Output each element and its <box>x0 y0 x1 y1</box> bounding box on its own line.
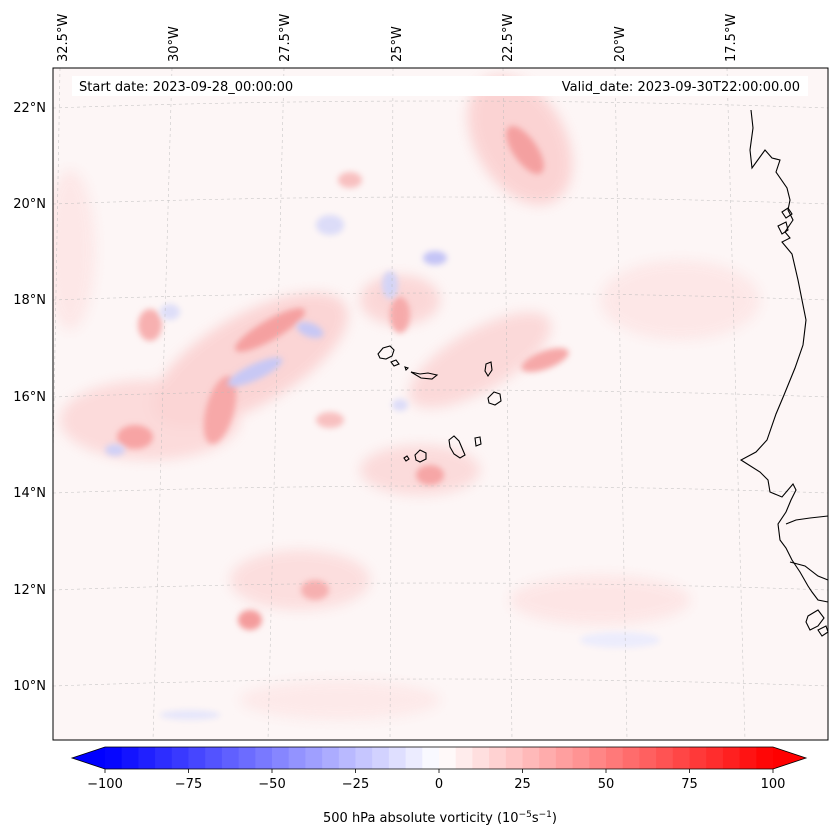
colorbar-segment <box>622 747 640 769</box>
colorbar-segment <box>756 747 774 769</box>
colorbar-segment <box>539 747 557 769</box>
colorbar-segment <box>505 747 523 769</box>
colorbar-min-extend-arrow <box>72 747 105 769</box>
colorbar-segment <box>639 747 657 769</box>
lat-label: 14°N <box>13 486 46 501</box>
lon-label: 22.5°W <box>501 14 516 62</box>
colorbar-segment <box>255 747 273 769</box>
colorbar-segment <box>656 747 674 769</box>
colorbar-segment <box>205 747 223 769</box>
colorbar-ticks: −100 −75 −50 −25 0 25 50 75 100 <box>87 769 785 792</box>
island-boa-vista <box>487 391 502 406</box>
valid-date-label: Valid_date: 2023-09-30T22:00:00.00 <box>562 80 800 95</box>
colorbar-segments <box>105 747 774 769</box>
colorbar: −100 −75 −50 −25 0 25 50 75 100 500 hPa absolute… <box>70 746 808 826</box>
island-santiago <box>448 435 466 459</box>
colorbar-segment <box>238 747 256 769</box>
colorbar-tick-label: 25 <box>514 777 531 792</box>
colorbar-segment <box>155 747 173 769</box>
date-label-strip <box>72 76 808 96</box>
lat-label: 16°N <box>13 390 46 405</box>
longitude-labels: 32.5°W 30°W 27.5°W 25°W 22.5°W 20°W 17.5… <box>56 14 739 62</box>
colorbar-segment <box>489 747 507 769</box>
cape-verde-islands <box>377 345 502 463</box>
colorbar-segment <box>472 747 490 769</box>
map-gridlines <box>53 68 828 740</box>
colorbar-tick-label: 50 <box>598 777 615 792</box>
colorbar-segment <box>439 747 457 769</box>
map-frame <box>52 67 829 741</box>
lon-label: 27.5°W <box>278 14 293 62</box>
colorbar-segment <box>422 747 440 769</box>
colorbar-segment <box>322 747 340 769</box>
colorbar-segment <box>689 747 707 769</box>
lon-label: 32.5°W <box>56 14 71 62</box>
colorbar-label: 500 hPa absolute vorticity (10−5s−1) <box>323 810 557 826</box>
colorbar-segment <box>555 747 574 769</box>
colorbar-tick-label: 0 <box>435 777 443 792</box>
lat-label: 22°N <box>13 101 46 116</box>
island-sao-vicente <box>390 359 400 367</box>
start-date-label: Start date: 2023-09-28_00:00:00 <box>79 80 293 95</box>
colorbar-segment <box>706 747 724 769</box>
colorbar-segment <box>722 747 741 769</box>
lon-label: 30°W <box>167 26 182 62</box>
colorbar-segment <box>739 747 757 769</box>
colorbar-segment <box>589 747 607 769</box>
colorbar-max-extend-arrow <box>773 747 806 769</box>
island-sal <box>484 361 493 378</box>
colorbar-segment <box>171 747 189 769</box>
colorbar-segment <box>522 747 540 769</box>
colorbar-segment <box>305 747 323 769</box>
lat-label: 18°N <box>13 293 46 308</box>
colorbar-label-main: 500 hPa absolute vorticity (10 <box>323 811 519 826</box>
latitude-labels: 22°N 20°N 18°N 16°N 14°N 12°N 10°N <box>13 101 46 694</box>
colorbar-segment <box>338 747 356 769</box>
colorbar-label-exp2: −1 <box>539 810 552 820</box>
island-santa-luzia <box>404 366 410 372</box>
african-coastline <box>739 109 829 637</box>
colorbar-segment <box>188 747 206 769</box>
colorbar-label-end: ) <box>552 811 557 826</box>
lat-label: 20°N <box>13 197 46 212</box>
colorbar-segment <box>221 747 240 769</box>
colorbar-segment <box>355 747 373 769</box>
island-brava <box>403 455 410 462</box>
colorbar-segment <box>388 747 407 769</box>
colorbar-label-exp1: −5 <box>519 810 532 820</box>
colorbar-segment <box>121 747 139 769</box>
lon-label: 20°W <box>613 26 628 62</box>
colorbar-label-mid: s <box>532 811 539 826</box>
colorbar-segment <box>606 747 624 769</box>
island-fogo <box>414 449 427 463</box>
lat-label: 10°N <box>13 679 46 694</box>
island-maio <box>474 436 482 447</box>
colorbar-segment <box>272 747 290 769</box>
vorticity-field <box>53 75 760 720</box>
colorbar-segment <box>455 747 473 769</box>
colorbar-segment <box>372 747 390 769</box>
island-santo-antao <box>377 345 395 360</box>
colorbar-tick-label: −50 <box>258 777 285 792</box>
lon-label: 25°W <box>390 26 405 62</box>
colorbar-tick-label: 75 <box>681 777 698 792</box>
island-sao-nicolau <box>410 371 439 380</box>
colorbar-segment <box>572 747 590 769</box>
colorbar-tick-label: 100 <box>761 777 786 792</box>
lat-label: 12°N <box>13 583 46 598</box>
colorbar-tick-label: −25 <box>342 777 369 792</box>
colorbar-segment <box>288 747 306 769</box>
colorbar-tick-label: −100 <box>87 777 123 792</box>
colorbar-tick-label: −75 <box>175 777 202 792</box>
colorbar-segment <box>138 747 156 769</box>
lon-label: 17.5°W <box>724 14 739 62</box>
colorbar-segment <box>105 747 123 769</box>
colorbar-segment <box>672 747 690 769</box>
colorbar-segment <box>405 747 423 769</box>
